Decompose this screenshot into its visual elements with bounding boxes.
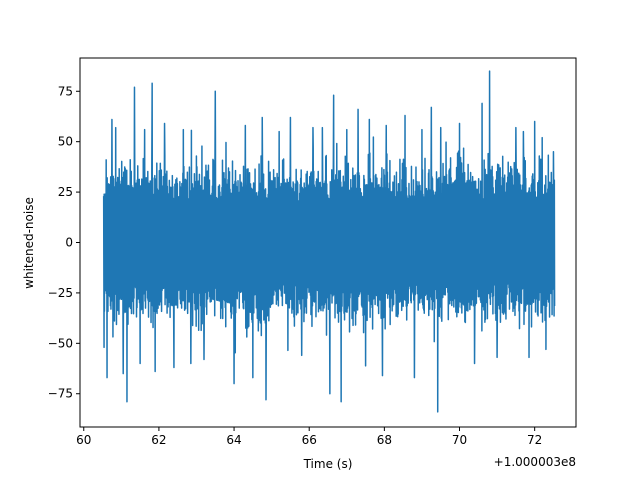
y-tick-label: −75 (48, 387, 73, 401)
x-tick-label: 70 (452, 433, 467, 447)
y-axis-label: whitened-noise (22, 197, 36, 289)
series-line (102, 70, 556, 413)
y-tick-label: 75 (58, 84, 73, 98)
x-tick-label: 64 (226, 433, 241, 447)
x-offset-label: +1.000003e8 (494, 455, 576, 469)
x-tick-label: 72 (527, 433, 542, 447)
x-tick-label: 68 (377, 433, 392, 447)
y-axis: −75 −50 −25 0 25 50 75 (48, 84, 80, 401)
x-axis: 60 62 64 66 68 70 72 (76, 427, 542, 447)
y-tick-label: 0 (65, 236, 73, 250)
y-tick-label: 50 (58, 135, 73, 149)
plot-area (102, 70, 556, 413)
x-axis-label: Time (s) (303, 457, 353, 471)
y-tick-label: −25 (48, 286, 73, 300)
x-tick-label: 62 (151, 433, 166, 447)
y-tick-label: −50 (48, 336, 73, 350)
x-tick-label: 66 (302, 433, 317, 447)
y-tick-label: 25 (58, 185, 73, 199)
x-tick-label: 60 (76, 433, 91, 447)
